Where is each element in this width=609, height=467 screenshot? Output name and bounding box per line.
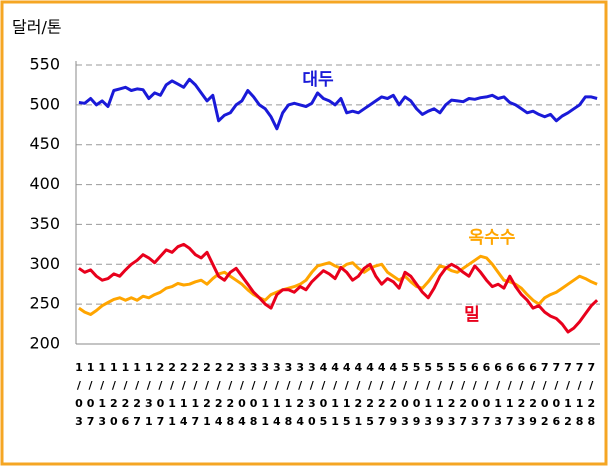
x-tick-label: 6/0 7 [483, 361, 491, 428]
y-tick-label: 300 [29, 254, 60, 273]
x-tick-label: 5/0 3 [401, 361, 409, 428]
x-tick-label: 4/2 7 [378, 361, 386, 428]
x-tick-label: 6/0 3 [471, 361, 479, 428]
x-tick-label: 2/1 7 [192, 361, 200, 428]
y-tick-label: 200 [29, 334, 60, 353]
x-tick-label: 2/2 8 [226, 361, 234, 428]
x-tick-label: 7/2 8 [587, 361, 595, 428]
x-tick-label: 4/2 9 [389, 361, 397, 428]
series-line [78, 254, 598, 316]
x-tick-label: 1/1 3 [98, 361, 106, 428]
y-tick-label: 500 [29, 94, 60, 113]
y-tick-label: 400 [29, 174, 60, 193]
x-tick-label: 1/0 3 [75, 361, 83, 428]
x-tick-label: 7/1 2 [564, 361, 572, 428]
series-line [78, 242, 599, 334]
series-label: 대두 [302, 70, 334, 90]
x-tick-label: 4/0 5 [320, 361, 328, 428]
x-tick-label: 3/0 4 [238, 361, 246, 428]
x-tick-label: 6/2 9 [529, 361, 537, 428]
x-tick-label: 2/2 4 [215, 361, 223, 428]
x-tick-label: 1/2 7 [133, 361, 141, 428]
x-tick-label: 5/1 3 [424, 361, 432, 428]
x-tick-label: 5/2 7 [459, 361, 467, 428]
x-tick-label: 4/1 5 [343, 361, 351, 428]
x-tick-label: 7/0 6 [553, 361, 561, 428]
x-tick-label: 4/1 1 [331, 361, 339, 428]
series-label: 옥수수 [469, 228, 516, 248]
x-tick-label: 4/2 5 [366, 361, 374, 428]
x-tick-label: 3/1 1 [261, 361, 269, 428]
x-tick-label: 1/3 1 [145, 361, 153, 428]
x-tick-label: 3/1 8 [285, 361, 293, 428]
x-tick-label: 3/1 4 [273, 361, 281, 428]
series-line [78, 77, 598, 131]
x-tick-label: 2/0 7 [157, 361, 165, 428]
x-tick-label: 3/0 8 [250, 361, 258, 428]
y-tick-label: 250 [29, 294, 60, 313]
x-tick-label: 7/0 2 [541, 361, 549, 428]
x-tick-label: 1/2 0 [110, 361, 118, 428]
y-tick-label: 550 [29, 55, 60, 74]
x-tick-label: 6/2 3 [518, 361, 526, 428]
x-tick-label: 6/1 3 [494, 361, 502, 428]
x-tick-label: 4/2 1 [355, 361, 363, 428]
y-tick-label: 450 [29, 134, 60, 153]
x-tick-label: 1/2 6 [122, 361, 130, 428]
series-label: 밀 [464, 304, 480, 325]
x-tick-label: 2/1 4 [180, 361, 188, 428]
y-tick-label: 350 [29, 214, 60, 233]
y-axis-label: 달러/톤 [12, 18, 62, 37]
x-tick-label: 6/1 7 [506, 361, 514, 428]
x-tick-label: 3/2 4 [296, 361, 304, 428]
x-tick-label: 3/3 0 [308, 361, 316, 428]
x-tick-label: 5/0 9 [413, 361, 421, 428]
x-tick-label: 1/0 7 [87, 361, 95, 428]
x-tick-label: 5/2 3 [448, 361, 456, 428]
x-tick-label: 2/1 1 [168, 361, 176, 428]
x-tick-label: 7/1 8 [576, 361, 584, 428]
x-tick-label: 2/2 1 [203, 361, 211, 428]
x-tick-label: 5/1 9 [436, 361, 444, 428]
